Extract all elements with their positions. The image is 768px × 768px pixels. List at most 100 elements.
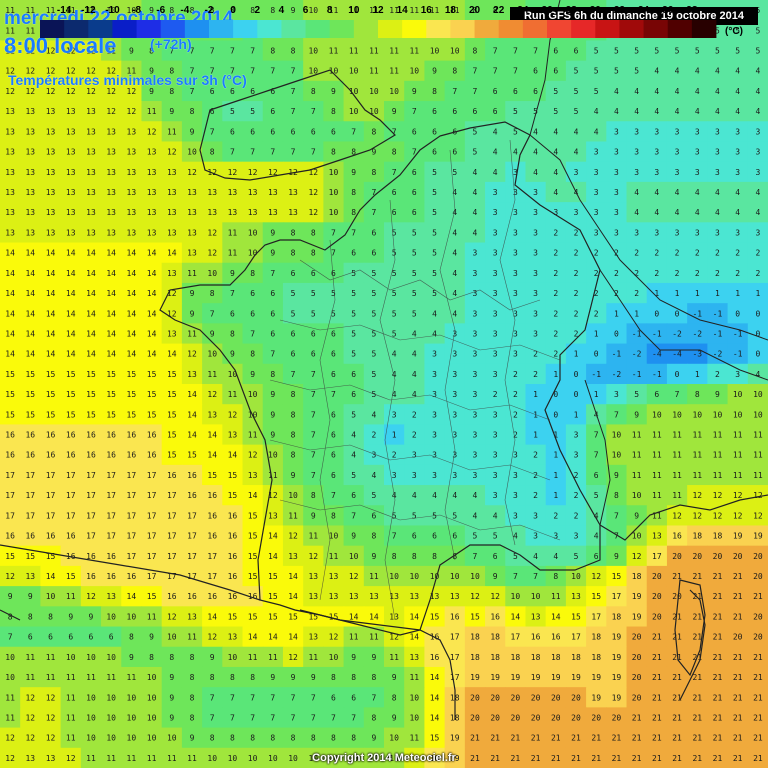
temperature-cell (222, 40, 244, 62)
legend-swatch (691, 20, 717, 38)
temperature-cell (525, 60, 547, 82)
legend-tick-label: 32 (614, 5, 626, 16)
temperature-value: 8 (432, 87, 437, 96)
temperature-cell (464, 60, 486, 82)
temperature-value: 8 (371, 168, 376, 177)
temperature-cell (505, 161, 527, 183)
temperature-cell (727, 60, 749, 82)
temperature-value: 13 (167, 188, 177, 197)
temperature-cell (626, 40, 648, 62)
temperature-cell (222, 161, 244, 183)
temperature-cell (424, 40, 446, 62)
temperature-cell (424, 121, 446, 143)
temperature-value: 6 (452, 107, 457, 116)
temperature-cell (485, 101, 506, 122)
temperature-value: 13 (25, 107, 35, 116)
temperature-cell (0, 202, 21, 223)
temperature-cell (707, 40, 729, 62)
temperature-cell (384, 121, 405, 143)
temperature-value: 6 (270, 127, 275, 136)
temperature-value: 8 (210, 148, 215, 157)
temperature-cell (404, 161, 426, 183)
temperature-cell (363, 60, 385, 82)
legend-swatch (643, 20, 669, 38)
temperature-value: 6 (553, 47, 558, 56)
temperature-value: 6 (412, 168, 417, 177)
temperature-cell (80, 0, 102, 21)
temperature-value: 10 (349, 67, 359, 76)
temperature-value: 12 (5, 87, 15, 96)
temperature-cell (20, 40, 42, 62)
temperature-value: 13 (25, 148, 35, 157)
temperature-cell (323, 0, 345, 21)
temperature-value: 3 (594, 168, 599, 177)
temperature-value: 7 (392, 127, 397, 136)
temperature-cell (707, 202, 729, 223)
temperature-cell (60, 121, 82, 143)
temperature-cell (262, 40, 284, 62)
temperature-cell (384, 0, 405, 21)
legend-swatch (233, 20, 258, 38)
temperature-value: 4 (755, 107, 760, 116)
temperature-cell (363, 80, 385, 102)
temperature-value: 4 (735, 188, 740, 197)
temperature-value: 10 (187, 148, 197, 157)
temperature-cell (464, 101, 486, 122)
temperature-value: 12 (167, 148, 177, 157)
legend-tick-label: -10 (105, 5, 120, 16)
temperature-cell (687, 101, 708, 122)
temperature-cell (242, 121, 264, 143)
temperature-value: 8 (351, 208, 356, 217)
temperature-value: 5 (695, 47, 700, 56)
temperature-value: 12 (86, 47, 96, 56)
temperature-cell (606, 202, 628, 223)
temperature-cell (606, 40, 628, 62)
temperature-value: 4 (715, 67, 720, 76)
temperature-cell (40, 80, 62, 102)
temperature-value: 5 (230, 107, 235, 116)
temperature-value: 8 (169, 6, 174, 15)
temperature-value: 8 (169, 67, 174, 76)
temperature-cell (222, 181, 244, 203)
temperature-value: 5 (755, 47, 760, 56)
temperature-cell (747, 161, 768, 183)
temperature-value: 5 (432, 168, 437, 177)
temperature-cell (525, 101, 547, 122)
temperature-value: 5 (715, 47, 720, 56)
temperature-value: 13 (25, 188, 35, 197)
temperature-value: 4 (473, 188, 478, 197)
temperature-value: 4 (755, 208, 760, 217)
temperature-cell (384, 202, 405, 223)
legend-swatch (595, 20, 620, 38)
temperature-cell (303, 60, 324, 82)
temperature-cell (747, 141, 768, 163)
temperature-cell (384, 181, 405, 203)
temperature-value: 3 (594, 188, 599, 197)
temperature-cell (464, 181, 486, 203)
temperature-cell (40, 40, 62, 62)
temperature-value: 3 (614, 148, 619, 157)
copyright-text: Copyright 2014 Meteociel.fr (312, 752, 456, 764)
temperature-value: 4 (654, 188, 659, 197)
temperature-value: 4 (493, 168, 498, 177)
temperature-cell (323, 121, 345, 143)
temperature-value: 13 (167, 168, 177, 177)
temperature-value: 13 (147, 188, 157, 197)
temperature-value: 6 (553, 67, 558, 76)
temperature-value: 8 (473, 47, 478, 56)
temperature-value: 12 (308, 188, 318, 197)
temperature-value: 5 (654, 47, 659, 56)
temperature-cell (141, 0, 163, 21)
temperature-cell (0, 101, 21, 122)
temperature-value: 3 (553, 208, 558, 217)
temperature-cell (707, 161, 729, 183)
temperature-cell (282, 202, 304, 223)
temperature-cell (384, 161, 405, 183)
temperature-cell (444, 60, 466, 82)
temperature-cell (262, 60, 284, 82)
temperature-value: 12 (25, 47, 35, 56)
temperature-cell (505, 40, 527, 62)
temperature-value: 13 (106, 208, 116, 217)
temperature-cell (161, 161, 183, 183)
